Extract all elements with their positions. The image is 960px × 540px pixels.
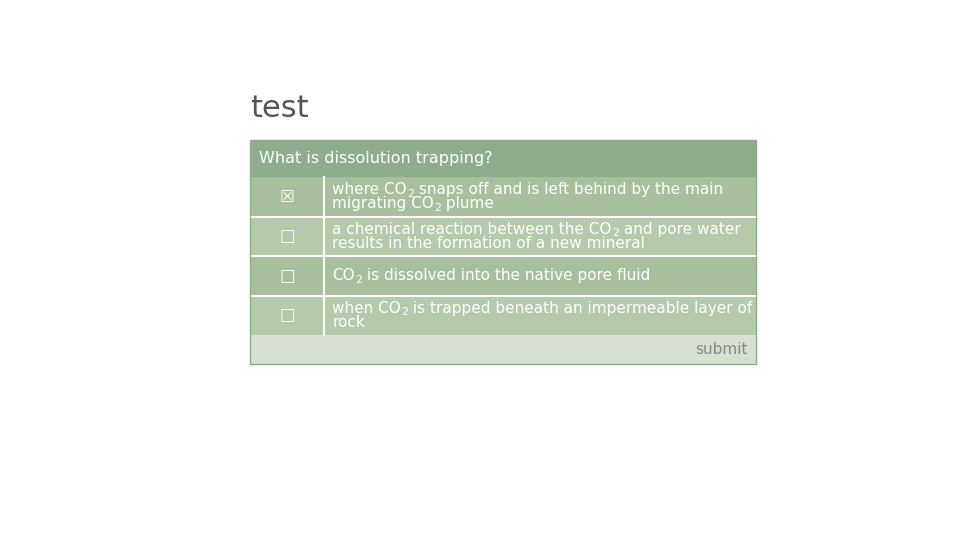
Text: migrating CO: migrating CO (332, 197, 434, 212)
Text: is trapped beneath an impermeable layer of: is trapped beneath an impermeable layer … (408, 301, 753, 316)
Text: submit: submit (695, 342, 747, 357)
Bar (251, 256, 756, 295)
Text: □: □ (279, 227, 295, 245)
Text: 2: 2 (407, 189, 414, 199)
Text: when CO: when CO (332, 301, 401, 316)
Text: CO: CO (332, 268, 355, 284)
Text: 2: 2 (434, 203, 441, 213)
Text: ☒: ☒ (279, 188, 295, 206)
Text: is dissolved into the native pore fluid: is dissolved into the native pore fluid (362, 268, 650, 284)
Text: a chemical reaction between the CO: a chemical reaction between the CO (332, 222, 612, 237)
Text: 2: 2 (401, 307, 408, 318)
Text: snaps off and is left behind by the main: snaps off and is left behind by the main (414, 182, 723, 197)
Bar (251, 217, 756, 256)
Bar (251, 295, 756, 335)
Text: □: □ (279, 267, 295, 285)
Text: 2: 2 (355, 275, 362, 285)
Text: results in the formation of a new mineral: results in the formation of a new minera… (332, 236, 645, 251)
Text: 2: 2 (612, 228, 619, 238)
Text: plume: plume (441, 197, 494, 212)
Bar (251, 140, 756, 364)
Text: test: test (251, 94, 309, 123)
Text: and pore water: and pore water (619, 222, 740, 237)
Text: What is dissolution trapping?: What is dissolution trapping? (259, 151, 492, 166)
Bar (251, 335, 756, 364)
Text: where CO: where CO (332, 182, 407, 197)
Bar (251, 140, 756, 177)
Bar (251, 177, 756, 217)
Text: □: □ (279, 306, 295, 325)
Text: rock: rock (332, 315, 365, 330)
